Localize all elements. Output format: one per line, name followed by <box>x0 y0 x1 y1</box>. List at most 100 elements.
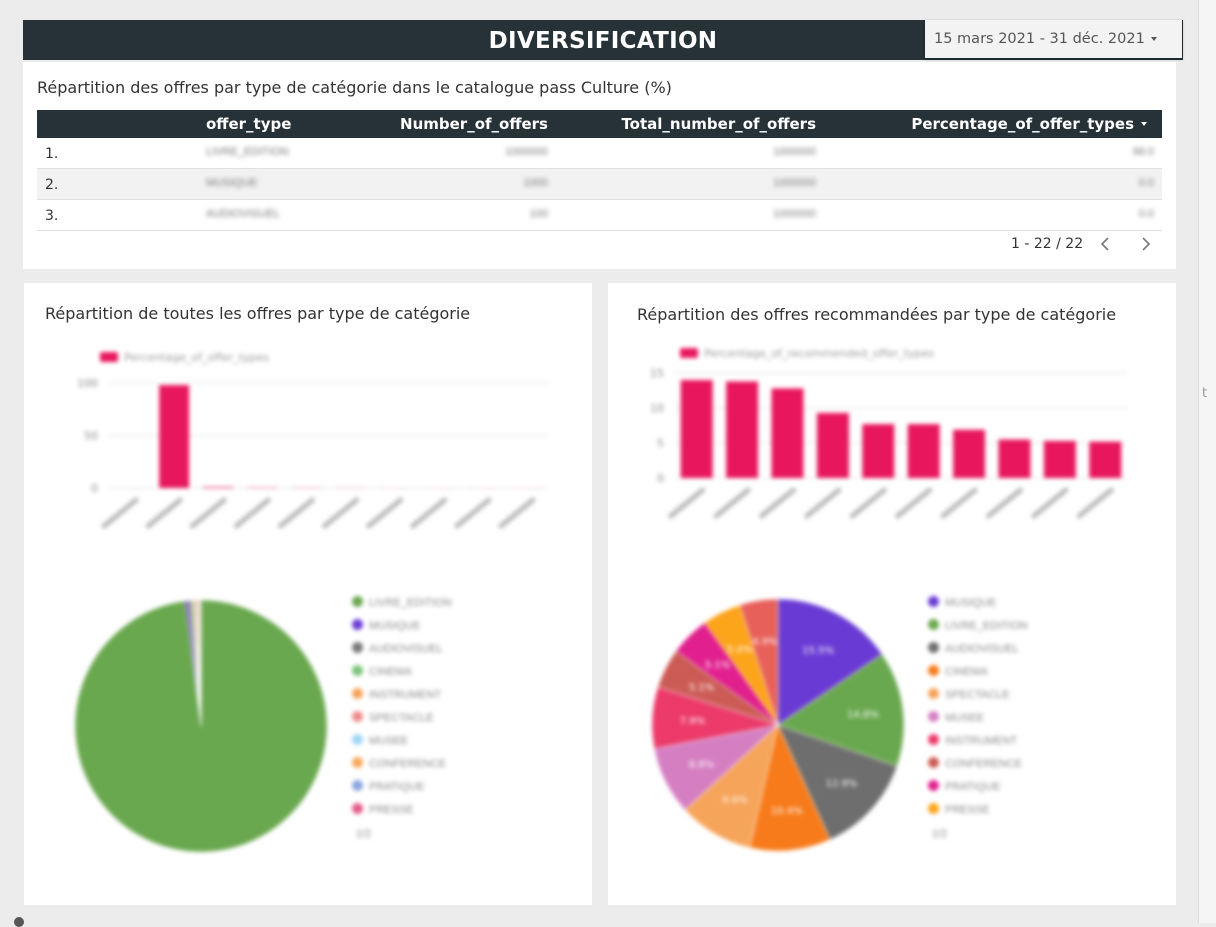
pie-slice-label: 5.1% <box>705 660 730 671</box>
table-header: offer_type Number_of_offers Total_number… <box>37 110 1162 138</box>
x-tick-label <box>236 500 268 526</box>
legend-pagination[interactable]: 1/2 <box>932 828 947 840</box>
bar <box>247 487 277 488</box>
legend-dot <box>928 688 939 699</box>
legend-dot <box>928 711 939 722</box>
x-tick-label <box>1079 490 1111 516</box>
x-tick-label <box>989 490 1021 516</box>
legend-dot <box>352 780 363 791</box>
legend-dot <box>928 757 939 768</box>
legend-item: INSTRUMENT <box>352 688 441 701</box>
left-panel-title: Répartition de toutes les offres par typ… <box>45 304 470 323</box>
bar <box>681 380 713 478</box>
bar <box>726 381 758 478</box>
legend-item: PRATIQUE <box>352 780 424 793</box>
legend-item: SPECTACLE <box>352 711 434 724</box>
legend-dot <box>352 619 363 630</box>
recommended-offers-pie-chart[interactable]: 15.5%14.8%12.9%10.4%9.6%8.8%7.9%5.1%5.1%… <box>608 583 928 873</box>
bar <box>908 424 940 478</box>
bar <box>953 430 985 478</box>
table-row: 1. LIVRE_EDITION 1000000 1000000 98.0 <box>37 138 1162 169</box>
scrollbar-edge[interactable]: t <box>1198 0 1216 923</box>
all-offers-pie-chart[interactable] <box>24 583 344 873</box>
legend-dot <box>352 596 363 607</box>
legend-label: Percentage_of_recommended_offer_types <box>704 348 934 360</box>
legend-item: SPECTACLE <box>928 688 1010 701</box>
x-tick-label <box>104 500 136 526</box>
legend-item: CONFERENCE <box>928 757 1022 770</box>
bar <box>999 440 1031 479</box>
pie-slice-label: 8.8% <box>689 759 714 770</box>
bar <box>159 385 189 488</box>
legend-item: LIVRE_EDITION <box>928 619 1028 632</box>
legend-dot <box>352 665 363 676</box>
legend-item: CINEMA <box>928 665 988 678</box>
legend-item: AUDIOVISUEL <box>928 642 1019 655</box>
x-tick-label <box>807 490 839 516</box>
next-page-button[interactable] <box>1135 234 1155 254</box>
pie-slice-label: 12.9% <box>825 779 857 790</box>
right-panel-title: Répartition des offres recommandées par … <box>637 305 1116 324</box>
date-range-picker[interactable]: 15 mars 2021 - 31 déc. 2021 <box>925 20 1182 58</box>
legend-dot <box>928 596 939 607</box>
legend-item: PRESSE <box>352 803 414 816</box>
pie-slice-label: 5.0% <box>727 644 752 655</box>
x-tick-label <box>943 490 975 516</box>
info-icon[interactable] <box>14 917 24 927</box>
bar <box>203 487 233 488</box>
column-header-number-of-offers[interactable]: Number_of_offers <box>400 110 548 138</box>
x-tick-label <box>1034 490 1066 516</box>
legend-dot <box>928 642 939 653</box>
x-tick-label <box>280 500 312 526</box>
x-tick-label <box>192 500 224 526</box>
x-tick-label <box>457 500 489 526</box>
x-tick-label <box>148 500 180 526</box>
bar <box>817 413 849 478</box>
column-header-total-number-of-offers[interactable]: Total_number_of_offers <box>621 110 816 138</box>
legend-dot <box>352 711 363 722</box>
x-tick-label <box>413 500 445 526</box>
legend-dot <box>352 688 363 699</box>
legend-pagination[interactable]: 1/2 <box>356 828 371 840</box>
legend-item: INSTRUMENT <box>928 734 1017 747</box>
pie-slice-label: 9.6% <box>722 795 747 806</box>
legend-item: AUDIOVISUEL <box>352 642 443 655</box>
legend-dot <box>928 665 939 676</box>
x-tick-label <box>762 490 794 516</box>
table-row: 2. MUSIQUE 1000 1000000 0.0 <box>37 169 1162 200</box>
legend-item: PRESSE <box>928 803 990 816</box>
bar <box>772 388 804 478</box>
legend-item: CONFERENCE <box>352 757 446 770</box>
x-tick-label <box>898 490 930 516</box>
legend-item: MUSEE <box>352 734 408 747</box>
legend-item: LIVRE_EDITION <box>352 596 452 609</box>
legend-dot <box>352 803 363 814</box>
table-row: 3. AUDIOVISUEL 100 1000000 0.0 <box>37 200 1162 231</box>
chevron-right-icon <box>1135 234 1155 254</box>
column-header-percentage[interactable]: Percentage_of_offer_types <box>911 110 1134 138</box>
column-header-offer-type[interactable]: offer_type <box>206 110 291 138</box>
pie-slice-label: 5.1% <box>689 682 714 693</box>
x-tick-label <box>671 490 703 516</box>
pie-slice-label: 10.4% <box>771 806 803 817</box>
recommended-offers-bar-chart[interactable]: Percentage_of_recommended_offer_types151… <box>608 348 1176 563</box>
pie-slice-label: 4.9% <box>752 636 777 647</box>
pie-slice-label: 15.5% <box>802 645 834 656</box>
y-tick-label: 5 <box>657 437 664 450</box>
y-tick-label: 10 <box>650 402 664 415</box>
legend-item: CINEMA <box>352 665 412 678</box>
chevron-left-icon <box>1096 234 1116 254</box>
offers-table-panel: Répartition des offres par type de catég… <box>23 62 1176 269</box>
x-tick-label <box>852 490 884 516</box>
legend-dot <box>352 642 363 653</box>
legend-item: MUSEE <box>928 711 984 724</box>
legend-item: PRATIQUE <box>928 780 1000 793</box>
pagination-label: 1 - 22 / 22 <box>1011 236 1083 252</box>
legend-dot <box>352 757 363 768</box>
sort-desc-icon[interactable] <box>1141 122 1147 126</box>
legend-swatch <box>100 352 118 362</box>
prev-page-button[interactable] <box>1096 234 1116 254</box>
